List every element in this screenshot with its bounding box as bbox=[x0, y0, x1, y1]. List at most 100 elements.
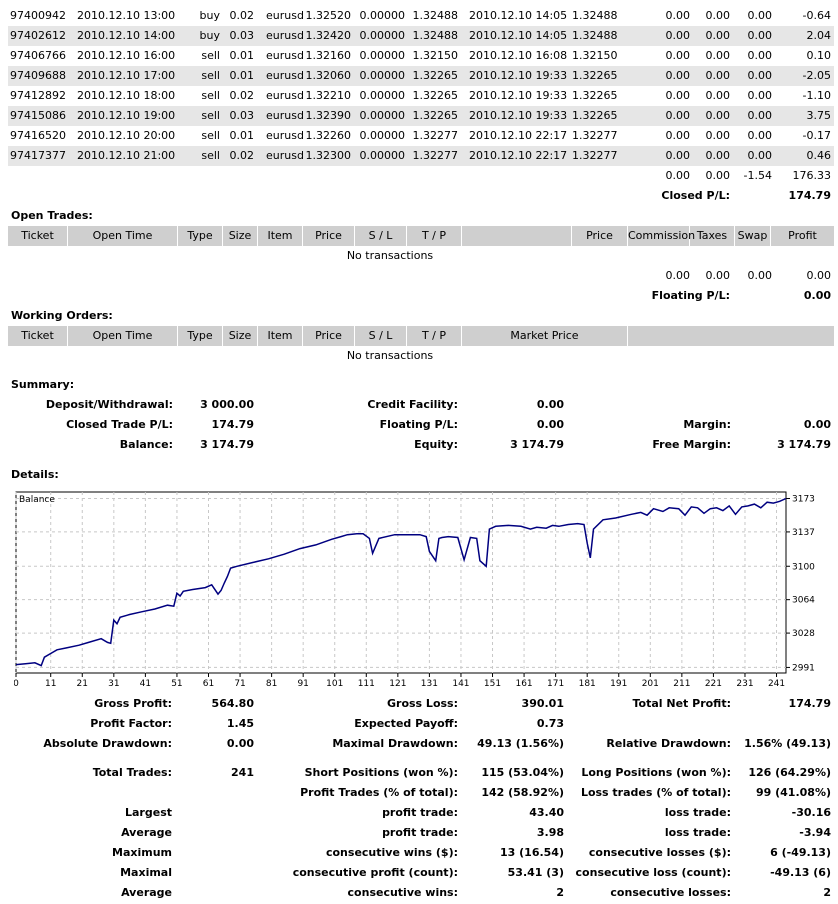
cell-close-time: 2010.12.10 22:17 bbox=[469, 149, 568, 162]
summary-floating-value: 0.00 bbox=[536, 418, 564, 431]
cell-size: 0.03 bbox=[229, 109, 255, 122]
credit-label: Credit Facility: bbox=[367, 398, 458, 411]
cell-close-price: 1.32488 bbox=[572, 9, 618, 22]
cell-profit: 0.10 bbox=[806, 49, 832, 62]
x-tick-label: 191 bbox=[610, 679, 627, 686]
cell-size: 0.01 bbox=[229, 49, 255, 62]
avg-consec-losses-value: 2 bbox=[823, 886, 831, 899]
cell-ticket: 97400942 bbox=[10, 9, 66, 22]
cell-type: sell bbox=[201, 69, 220, 82]
cell-profit: -0.64 bbox=[802, 9, 831, 22]
cell-close-price: 1.32277 bbox=[572, 129, 618, 142]
table-row: 97402612 2010.12.10 14:00 buy 0.03 eurusd 1.3… bbox=[8, 26, 834, 46]
cell-profit: 2.04 bbox=[806, 29, 832, 42]
long-positions-label: Long Positions (won %): bbox=[581, 766, 731, 779]
balance-value: 3 174.79 bbox=[200, 438, 254, 451]
cell-item: eurusd bbox=[266, 49, 304, 62]
col-taxes: Taxes bbox=[690, 226, 735, 246]
x-tick-label: 141 bbox=[452, 679, 469, 686]
working-orders-title: Working Orders: bbox=[11, 309, 113, 322]
x-tick-label: 51 bbox=[171, 679, 182, 686]
cell-price: 1.32260 bbox=[305, 129, 352, 142]
cell-size: 0.03 bbox=[229, 29, 255, 42]
largest-profit-value: 43.40 bbox=[529, 806, 564, 819]
cell-tp: 1.32488 bbox=[412, 29, 459, 42]
expected-payoff-value: 0.73 bbox=[536, 717, 564, 730]
col-blank bbox=[628, 326, 834, 346]
col-open-time: Open Time bbox=[68, 326, 178, 346]
avg-consec-wins-value: 2 bbox=[556, 886, 564, 899]
margin-label: Margin: bbox=[683, 418, 731, 431]
col-ticket: Ticket bbox=[8, 226, 68, 246]
largest-loss-label: loss trade: bbox=[664, 806, 731, 819]
table-row: 97409688 2010.12.10 17:00 sell 0.01 eurusd 1.… bbox=[8, 66, 834, 86]
col-commission: Commission bbox=[628, 226, 695, 246]
x-tick-label: 0 bbox=[14, 679, 19, 686]
open-total-taxes: 0.00 bbox=[705, 269, 731, 282]
cell-sl: 0.00000 bbox=[359, 129, 406, 142]
cell-item: eurusd bbox=[266, 29, 304, 42]
cell-taxes: 0.00 bbox=[705, 129, 731, 142]
x-tick-label: 131 bbox=[421, 679, 438, 686]
cell-open-time: 2010.12.10 14:00 bbox=[77, 29, 176, 42]
table-row: 97416520 2010.12.10 20:00 sell 0.01 eurusd 1.… bbox=[8, 126, 834, 146]
plot-area bbox=[15, 491, 787, 674]
cell-close-price: 1.32265 bbox=[572, 69, 618, 82]
balance-label: Balance: bbox=[119, 438, 173, 451]
free-margin-value: 3 174.79 bbox=[777, 438, 831, 451]
maximum-label: Maximum bbox=[112, 846, 172, 859]
cell-swap: 0.00 bbox=[747, 109, 773, 122]
x-tick-label: 171 bbox=[547, 679, 564, 686]
cell-price: 1.32060 bbox=[305, 69, 352, 82]
gross-profit-value: 564.80 bbox=[211, 697, 254, 710]
open-trades-empty: No transactions bbox=[346, 249, 434, 262]
cell-swap: 0.00 bbox=[747, 129, 773, 142]
y-tick-label: 3064 bbox=[792, 596, 815, 606]
cell-taxes: 0.00 bbox=[705, 9, 731, 22]
table-row: 97406766 2010.12.10 16:00 sell 0.01 eurusd 1.… bbox=[8, 46, 834, 66]
y-tick-label: 3028 bbox=[792, 629, 815, 639]
cell-size: 0.01 bbox=[229, 129, 255, 142]
long-positions-value: 126 (64.29%) bbox=[748, 766, 831, 779]
cell-type: buy bbox=[199, 29, 220, 42]
cell-item: eurusd bbox=[266, 109, 304, 122]
equity-value: 3 174.79 bbox=[510, 438, 564, 451]
x-tick-label: 231 bbox=[736, 679, 753, 686]
cell-size: 0.02 bbox=[229, 149, 255, 162]
max-consec-losses-label: consecutive losses ($): bbox=[588, 846, 731, 859]
cell-sl: 0.00000 bbox=[359, 89, 406, 102]
x-tick-label: 71 bbox=[234, 679, 245, 686]
chart-title: Balance bbox=[19, 495, 55, 505]
average-profit-value: 3.98 bbox=[536, 826, 564, 839]
cell-swap: 0.00 bbox=[747, 29, 773, 42]
total-net-profit-value: 174.79 bbox=[788, 697, 831, 710]
y-tick-label: 2991 bbox=[792, 663, 815, 673]
col-tp: T / P bbox=[407, 326, 462, 346]
equity-label: Equity: bbox=[414, 438, 458, 451]
profit-factor-label: Profit Factor: bbox=[90, 717, 172, 730]
loss-trades-label: Loss trades (% of total): bbox=[580, 786, 731, 799]
col-open-time: Open Time bbox=[68, 226, 178, 246]
cell-type: sell bbox=[201, 129, 220, 142]
x-tick-label: 101 bbox=[326, 679, 343, 686]
absolute-drawdown-value: 0.00 bbox=[226, 737, 254, 750]
largest-profit-label: profit trade: bbox=[382, 806, 458, 819]
cell-open-time: 2010.12.10 18:00 bbox=[77, 89, 176, 102]
cell-tp: 1.32488 bbox=[412, 9, 459, 22]
cell-sl: 0.00000 bbox=[359, 29, 406, 42]
cell-profit: -1.10 bbox=[802, 89, 831, 102]
absolute-drawdown-label: Absolute Drawdown: bbox=[43, 737, 172, 750]
cell-profit: -0.17 bbox=[802, 129, 831, 142]
relative-drawdown-value: 1.56% (49.13) bbox=[744, 737, 831, 750]
cell-taxes: 0.00 bbox=[705, 149, 731, 162]
cell-ticket: 97417377 bbox=[10, 149, 66, 162]
cell-tp: 1.32265 bbox=[412, 109, 459, 122]
y-tick-label: 3137 bbox=[792, 528, 815, 538]
maximal-label: Maximal bbox=[120, 866, 172, 879]
cell-close-price: 1.32265 bbox=[572, 89, 618, 102]
cell-commission: 0.00 bbox=[665, 49, 691, 62]
cell-taxes: 0.00 bbox=[705, 29, 731, 42]
cell-commission: 0.00 bbox=[665, 149, 691, 162]
cell-close-time: 2010.12.10 19:33 bbox=[469, 89, 568, 102]
cell-close-time: 2010.12.10 14:05 bbox=[469, 9, 568, 22]
